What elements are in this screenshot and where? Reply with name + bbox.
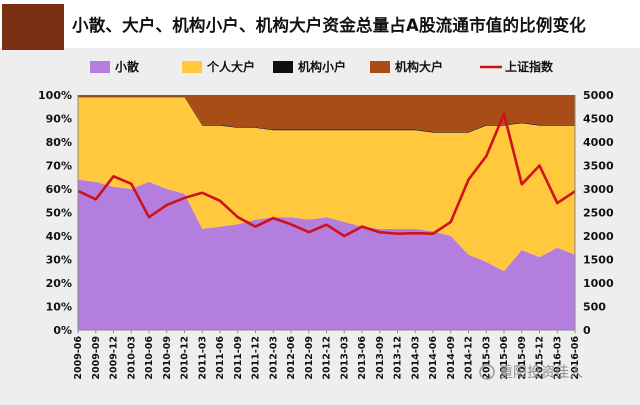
x-tick-label: 2010-06	[144, 336, 155, 380]
x-tick-label: 2010-09	[162, 336, 173, 380]
left-tick-label: 0%	[53, 324, 72, 337]
area-series-0	[78, 179, 575, 330]
right-tick-label: 4000	[583, 136, 614, 149]
area-series-3	[78, 95, 575, 132]
area-series-1	[78, 97, 575, 272]
title-bar: 小散、大户、机构小户、机构大户资金总量占A股流通市值的比例变化	[0, 0, 640, 50]
left-tick-label: 40%	[46, 230, 72, 243]
legend-label-0: 小散	[115, 59, 140, 74]
x-tick-label: 2012-09	[304, 336, 315, 380]
x-tick-label: 2013-03	[339, 336, 350, 380]
chart-title: 小散、大户、机构小户、机构大户资金总量占A股流通市值的比例变化	[72, 16, 586, 35]
x-tick-label: 2015-12	[535, 336, 546, 380]
x-tick-label: 2013-06	[357, 336, 368, 380]
x-tick-label: 2015-09	[517, 336, 528, 380]
right-tick-label: 4500	[583, 113, 614, 126]
right-tick-label: 3000	[583, 183, 614, 196]
right-tick-label: 2500	[583, 207, 614, 220]
right-tick-label: 1500	[583, 254, 614, 267]
left-tick-label: 20%	[46, 277, 72, 290]
title-color-block	[2, 4, 64, 50]
legend-label-4: 上证指数	[505, 59, 554, 74]
x-tick-label: 2012-12	[322, 336, 333, 380]
x-tick-label: 2009-09	[91, 336, 102, 380]
watermark-icon	[479, 364, 495, 380]
left-tick-label: 80%	[46, 136, 72, 149]
x-tick-label: 2015-06	[499, 336, 510, 380]
left-tick-label: 50%	[46, 207, 72, 220]
x-tick-label: 2016-03	[552, 336, 563, 380]
right-tick-label: 500	[583, 301, 606, 314]
legend-label-2: 机构小户	[298, 59, 346, 74]
x-tick-label: 2009-06	[73, 336, 84, 380]
x-tick-label: 2011-03	[197, 336, 208, 380]
legend-label-1: 个人大户	[206, 59, 255, 74]
x-tick-label: 2012-06	[286, 336, 297, 380]
right-tick-label: 5000	[583, 89, 614, 102]
left-tick-label: 100%	[38, 89, 72, 102]
watermark-text: 重阳投资佳人	[499, 365, 583, 381]
x-tick-label: 2012-03	[268, 336, 279, 380]
legend-swatch-0	[90, 61, 110, 73]
x-tick-label: 2009-12	[109, 336, 120, 380]
left-tick-label: 60%	[46, 183, 72, 196]
x-tick-label: 2016-06	[570, 336, 581, 380]
left-tick-label: 90%	[46, 113, 72, 126]
x-tick-label: 2010-03	[126, 336, 137, 380]
x-tick-label: 2010-12	[180, 336, 191, 380]
x-tick-label: 2011-12	[251, 336, 262, 380]
left-tick-label: 70%	[46, 160, 72, 173]
left-tick-label: 30%	[46, 254, 72, 267]
right-tick-label: 3500	[583, 160, 614, 173]
right-tick-label: 2000	[583, 230, 614, 243]
legend-swatch-2	[273, 61, 293, 73]
right-tick-label: 1000	[583, 277, 614, 290]
legend-swatch-1	[182, 61, 202, 73]
right-tick-label: 0	[583, 324, 591, 337]
x-tick-label: 2011-06	[215, 336, 226, 380]
legend-swatch-3	[370, 61, 390, 73]
x-tick-label: 2014-03	[410, 336, 421, 380]
x-tick-label: 2014-12	[464, 336, 475, 380]
x-tick-label: 2013-12	[393, 336, 404, 380]
legend-label-3: 机构大户	[395, 59, 443, 74]
x-tick-label: 2013-09	[375, 336, 386, 380]
x-tick-label: 2014-09	[446, 336, 457, 380]
x-tick-label: 2011-09	[233, 336, 244, 380]
x-tick-label: 2014-06	[428, 336, 439, 380]
left-tick-label: 10%	[46, 301, 72, 314]
line-series-index	[77, 112, 576, 238]
x-tick-label: 2015-03	[481, 336, 492, 380]
